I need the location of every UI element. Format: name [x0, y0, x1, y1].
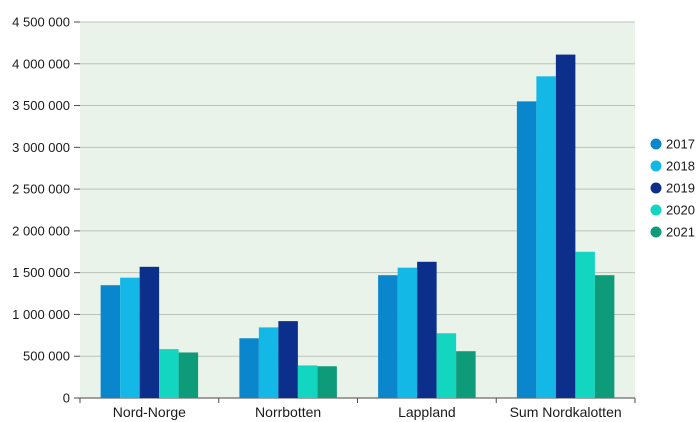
bar-2018-0 — [120, 277, 140, 398]
bar-2020-0 — [159, 349, 179, 398]
bar-2021-3 — [594, 275, 615, 398]
bar-2017-3 — [516, 101, 537, 398]
legend-swatch-2017 — [650, 138, 662, 150]
bar-2018-1 — [258, 327, 279, 398]
bar-2019-3 — [555, 54, 576, 398]
x-category-label: Norrbotten — [255, 404, 321, 420]
bar-2019-2 — [417, 261, 437, 398]
x-axis-labels: Nord-Norge Norrbotten Lappland Sum Nordkalo… — [79, 398, 636, 420]
legend-swatch-2020 — [650, 204, 662, 216]
legend-label: 2021 — [666, 225, 695, 240]
y-tick-label: 4 500 000 — [12, 15, 70, 30]
bar-2021-0 — [178, 352, 199, 398]
legend-swatch-2018 — [650, 160, 662, 172]
legend-swatch-2021 — [650, 226, 662, 238]
legend-swatch-2019 — [650, 182, 662, 194]
bar-2020-1 — [297, 365, 318, 398]
x-category-label: Lappland — [398, 404, 456, 420]
bars — [100, 54, 615, 399]
x-category-label: Sum Nordkalotten — [510, 404, 622, 420]
y-tick-label: 3 500 000 — [12, 98, 70, 113]
y-tick-label: 2 500 000 — [12, 182, 70, 197]
legend-label: 2018 — [666, 159, 695, 174]
bar-2020-2 — [436, 333, 457, 398]
y-axis-ticks: 0 500 000 1 000 000 1 500 000 2 000 000 2 500… — [12, 15, 80, 406]
bar-2018-2 — [397, 267, 418, 398]
y-tick-label: 1 500 000 — [12, 265, 70, 280]
bar-2021-1 — [317, 366, 337, 398]
y-tick-label: 1 000 000 — [12, 307, 70, 322]
legend: 2017 2018 2019 2020 2021 — [650, 137, 695, 240]
bar-2021-2 — [456, 351, 476, 398]
y-tick-label: 3 000 000 — [12, 140, 70, 155]
legend-label: 2019 — [666, 181, 695, 196]
y-tick-label: 4 000 000 — [12, 56, 70, 71]
bar-2018-3 — [536, 76, 556, 399]
y-tick-label: 500 000 — [23, 349, 70, 364]
bar-2017-1 — [239, 338, 259, 398]
legend-label: 2017 — [666, 137, 695, 152]
y-tick-label: 2 000 000 — [12, 223, 70, 238]
x-category-label: Nord-Norge — [113, 404, 186, 420]
bar-2019-1 — [278, 321, 298, 398]
bar-2017-2 — [378, 275, 398, 398]
legend-label: 2020 — [666, 203, 695, 218]
bar-2019-0 — [139, 266, 160, 398]
bar-2017-0 — [100, 285, 121, 398]
y-tick-label: 0 — [63, 391, 70, 406]
bar-2020-3 — [575, 251, 595, 398]
